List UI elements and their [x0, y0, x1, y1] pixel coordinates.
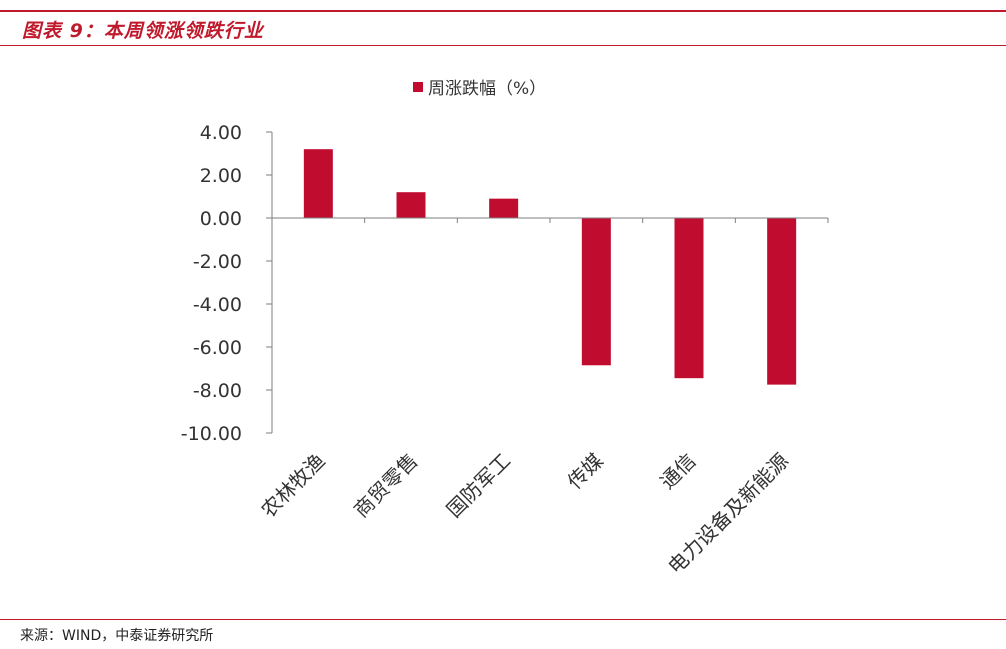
- figure-title: 图表 9：本周领涨领跌行业: [22, 20, 264, 42]
- y-tick-label: -2.00: [193, 251, 242, 273]
- bar: [767, 218, 797, 385]
- bar: [489, 198, 519, 218]
- bar: [674, 218, 704, 379]
- legend-label: 周涨跌幅（%）: [428, 79, 546, 99]
- bar-chart: 周涨跌幅（%） 4.00 2.00 0.00 -2.00 -4.00 -6.00 -8.00…: [181, 79, 829, 579]
- bars: [303, 149, 797, 385]
- bar: [581, 218, 611, 366]
- source-note: 来源：WIND，中泰证券研究所: [20, 628, 214, 644]
- y-tick-label: 0.00: [200, 208, 242, 230]
- y-axis: 4.00 2.00 0.00 -2.00 -4.00 -6.00 -8.00 -10.00: [181, 122, 273, 445]
- bar: [303, 149, 333, 218]
- top-rule: [0, 10, 1006, 12]
- x-tick-label: 通信: [655, 449, 700, 494]
- y-tick-label: 4.00: [200, 122, 242, 144]
- x-tick-label: 国防军工: [442, 449, 516, 523]
- chart-legend: 周涨跌幅（%）: [413, 79, 546, 99]
- y-tick-label: 2.00: [200, 165, 242, 187]
- y-tick-label: -8.00: [193, 380, 242, 402]
- x-tick-label: 传媒: [563, 449, 608, 494]
- legend-swatch: [413, 82, 423, 92]
- x-tick-label: 商贸零售: [349, 449, 423, 523]
- y-tick-label: -6.00: [193, 337, 242, 359]
- bottom-rule: [0, 619, 1006, 620]
- bar: [396, 192, 426, 218]
- title-rule: [0, 45, 1006, 46]
- y-tick-label: -10.00: [181, 423, 242, 445]
- x-tick-label: 农林牧渔: [256, 449, 330, 523]
- y-tick-label: -4.00: [193, 294, 242, 316]
